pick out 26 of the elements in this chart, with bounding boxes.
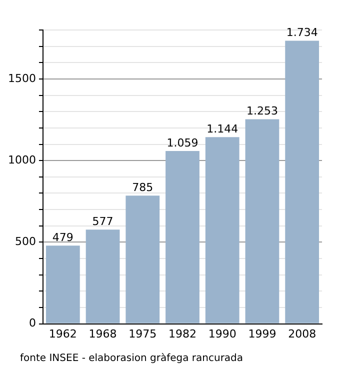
data-label: 577 bbox=[92, 214, 114, 228]
x-tick-label: 2008 bbox=[288, 327, 316, 340]
y-tick-label: 1000 bbox=[8, 153, 36, 166]
source-note: fonte INSEE - elaborasion gràfega rancurada bbox=[20, 353, 244, 364]
bar bbox=[285, 40, 320, 324]
data-label: 785 bbox=[132, 181, 154, 194]
data-label: 1.253 bbox=[246, 104, 278, 118]
x-tick-label: 1975 bbox=[128, 327, 157, 340]
x-tick-label: 1990 bbox=[208, 327, 236, 340]
bar bbox=[245, 119, 280, 324]
y-tick-label: 500 bbox=[14, 235, 36, 248]
data-label: 1.144 bbox=[206, 122, 238, 136]
bar bbox=[46, 246, 80, 324]
bar bbox=[126, 196, 160, 324]
data-label: 479 bbox=[52, 230, 74, 244]
x-tick-label: 1968 bbox=[88, 327, 117, 340]
data-label: 1.059 bbox=[166, 136, 198, 150]
x-tick-label: 1962 bbox=[48, 327, 77, 340]
x-tick-label: 1982 bbox=[168, 327, 196, 340]
y-tick-label: 1500 bbox=[8, 72, 36, 85]
bar bbox=[86, 230, 120, 324]
y-tick-label: 0 bbox=[28, 316, 36, 330]
bar bbox=[205, 137, 240, 324]
data-label: 1.734 bbox=[286, 26, 318, 40]
bar bbox=[166, 150, 200, 324]
x-tick-label: 1999 bbox=[248, 327, 276, 340]
